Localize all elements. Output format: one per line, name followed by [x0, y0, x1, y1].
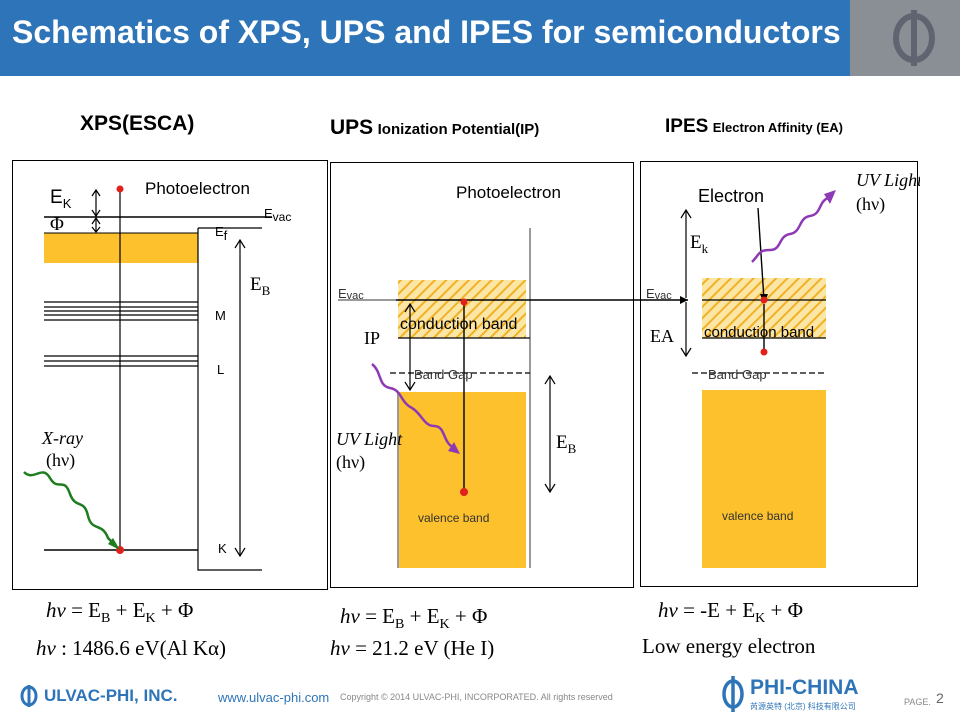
ipes-conduction-dot: [760, 348, 768, 356]
xps-m-label: M: [215, 308, 226, 323]
footer-url[interactable]: www.ulvac-phi.com: [218, 690, 330, 705]
xps-photoelectron-dot: [116, 185, 124, 193]
ups-ip-label: IP: [364, 328, 380, 348]
xps-valence-band: [44, 233, 198, 263]
ipes-electron-label: Electron: [698, 186, 764, 206]
ipes-title: IPES: [665, 116, 709, 137]
xps-evac-label: Evac: [264, 206, 291, 224]
footer-copyright: Copyright © 2014 ULVAC-PHI, INCORPORATED…: [340, 692, 613, 702]
footer-partner: PHI-CHINA: [750, 676, 859, 699]
page-title: Schematics of XPS, UPS and IPES for semi…: [12, 14, 841, 50]
xps-hv-label: (hν): [46, 450, 75, 471]
ups-conduction-label: conduction band: [400, 316, 517, 333]
xps-photoelectron-label: Photoelectron: [145, 179, 250, 198]
ups-uv-wave-icon: [371, 363, 455, 450]
ups-eb-label: EB: [556, 432, 577, 456]
ulvac-phi-logo-icon: [20, 685, 38, 707]
footer-page-number: 2: [936, 690, 944, 706]
xps-phi-label: Φ: [50, 214, 64, 235]
ipes-hv-label: (hν): [856, 194, 885, 215]
ipes-bandgap-label: Band Gap: [708, 367, 767, 382]
ups-energy: hν = 21.2 eV (He I): [330, 636, 495, 660]
xps-eb-arrow: [234, 238, 246, 558]
ipes-subtitle: Electron Affinity (EA): [712, 120, 844, 135]
ipes-conduction-label: conduction band: [704, 324, 814, 341]
ipes-ea-arrow: [680, 302, 692, 358]
ipes-heading: IPES Electron Affinity (EA): [665, 116, 843, 138]
footer-brand: ULVAC-PHI, INC.: [44, 686, 178, 705]
xps-ef-label: Ef: [215, 224, 228, 243]
xps-phi-arrow: [91, 216, 101, 233]
phi-china-logo-icon: [722, 676, 744, 712]
xps-ek-label: EK: [50, 187, 72, 211]
ipes-evac-label: Evac: [646, 286, 672, 302]
ipes-ea-label: EA: [650, 326, 674, 346]
xps-xray-label: X-ray: [41, 428, 83, 448]
ups-ip-arrow: [404, 302, 416, 392]
xps-energy: hν : 1486.6 eV(Al Kα): [36, 636, 227, 660]
header-accent: [850, 0, 960, 76]
xps-l-levels: [44, 355, 198, 367]
ups-subtitle: Ionization Potential(IP): [377, 121, 540, 138]
xps-title: XPS(ESCA): [80, 112, 195, 135]
ipes-uv-wave-icon: [751, 196, 829, 263]
xray-wave-icon: [23, 471, 117, 547]
xps-l-label: L: [217, 362, 224, 377]
ipes-top-dot: [760, 296, 768, 304]
xps-right-boundary: [197, 228, 262, 571]
ups-heading: UPS Ionization Potential(IP): [330, 116, 539, 140]
ups-valence-band: [398, 392, 526, 568]
ups-hv-label: (hν): [336, 452, 365, 473]
ipes-ek-label: Ek: [690, 232, 709, 256]
ipes-valence-band: [702, 390, 826, 568]
ups-eb-arrow: [544, 374, 556, 494]
ups-ipes-diagram: Photoelectron Evac conduction band Band …: [330, 161, 920, 588]
ups-title: UPS: [330, 116, 374, 139]
ups-photoelectron-label: Photoelectron: [456, 183, 561, 202]
xps-ek-arrow: [91, 188, 101, 218]
xps-diagram: Photoelectron EK Φ Evac Ef EB M L K X-ra…: [12, 160, 328, 590]
xps-panel-border: [12, 160, 328, 590]
ipes-ek-arrow: [680, 208, 692, 298]
ups-top-dot: [460, 298, 468, 306]
ups-evac-label: Evac: [338, 286, 364, 302]
ups-valence-dot: [460, 488, 468, 496]
phi-logo-icon: [893, 10, 935, 66]
ups-valence-label: valence band: [418, 511, 489, 525]
ipes-valence-label: valence band: [722, 509, 793, 523]
ipes-electron-path: [757, 207, 765, 301]
header-bar: [0, 0, 860, 76]
xps-k-label: K: [218, 541, 227, 556]
ipes-note: Low energy electron: [642, 634, 816, 658]
ups-uv-label: UV Light: [336, 429, 403, 449]
ups-bandgap-label: Band Gap: [414, 367, 473, 382]
xps-equation: hν = EB + EK + Φ: [46, 598, 194, 627]
xps-eb-label: EB: [250, 274, 271, 298]
ipes-equation: hν = -E + EK + Φ: [658, 598, 803, 627]
footer-page-label: PAGE.: [904, 697, 931, 707]
footer-partner-sub: 芮源英特 (北京) 科技有限公司: [750, 702, 856, 711]
ipes-uv-label: UV Light: [856, 170, 920, 190]
ups-equation: hν = EB + EK + Φ: [340, 604, 488, 633]
ups-conduction-band: [398, 280, 526, 338]
xps-m-levels: [44, 301, 198, 321]
